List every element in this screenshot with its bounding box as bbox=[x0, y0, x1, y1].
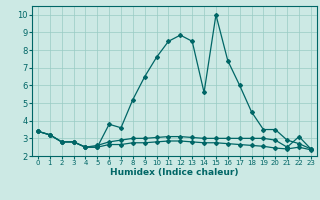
X-axis label: Humidex (Indice chaleur): Humidex (Indice chaleur) bbox=[110, 168, 239, 177]
